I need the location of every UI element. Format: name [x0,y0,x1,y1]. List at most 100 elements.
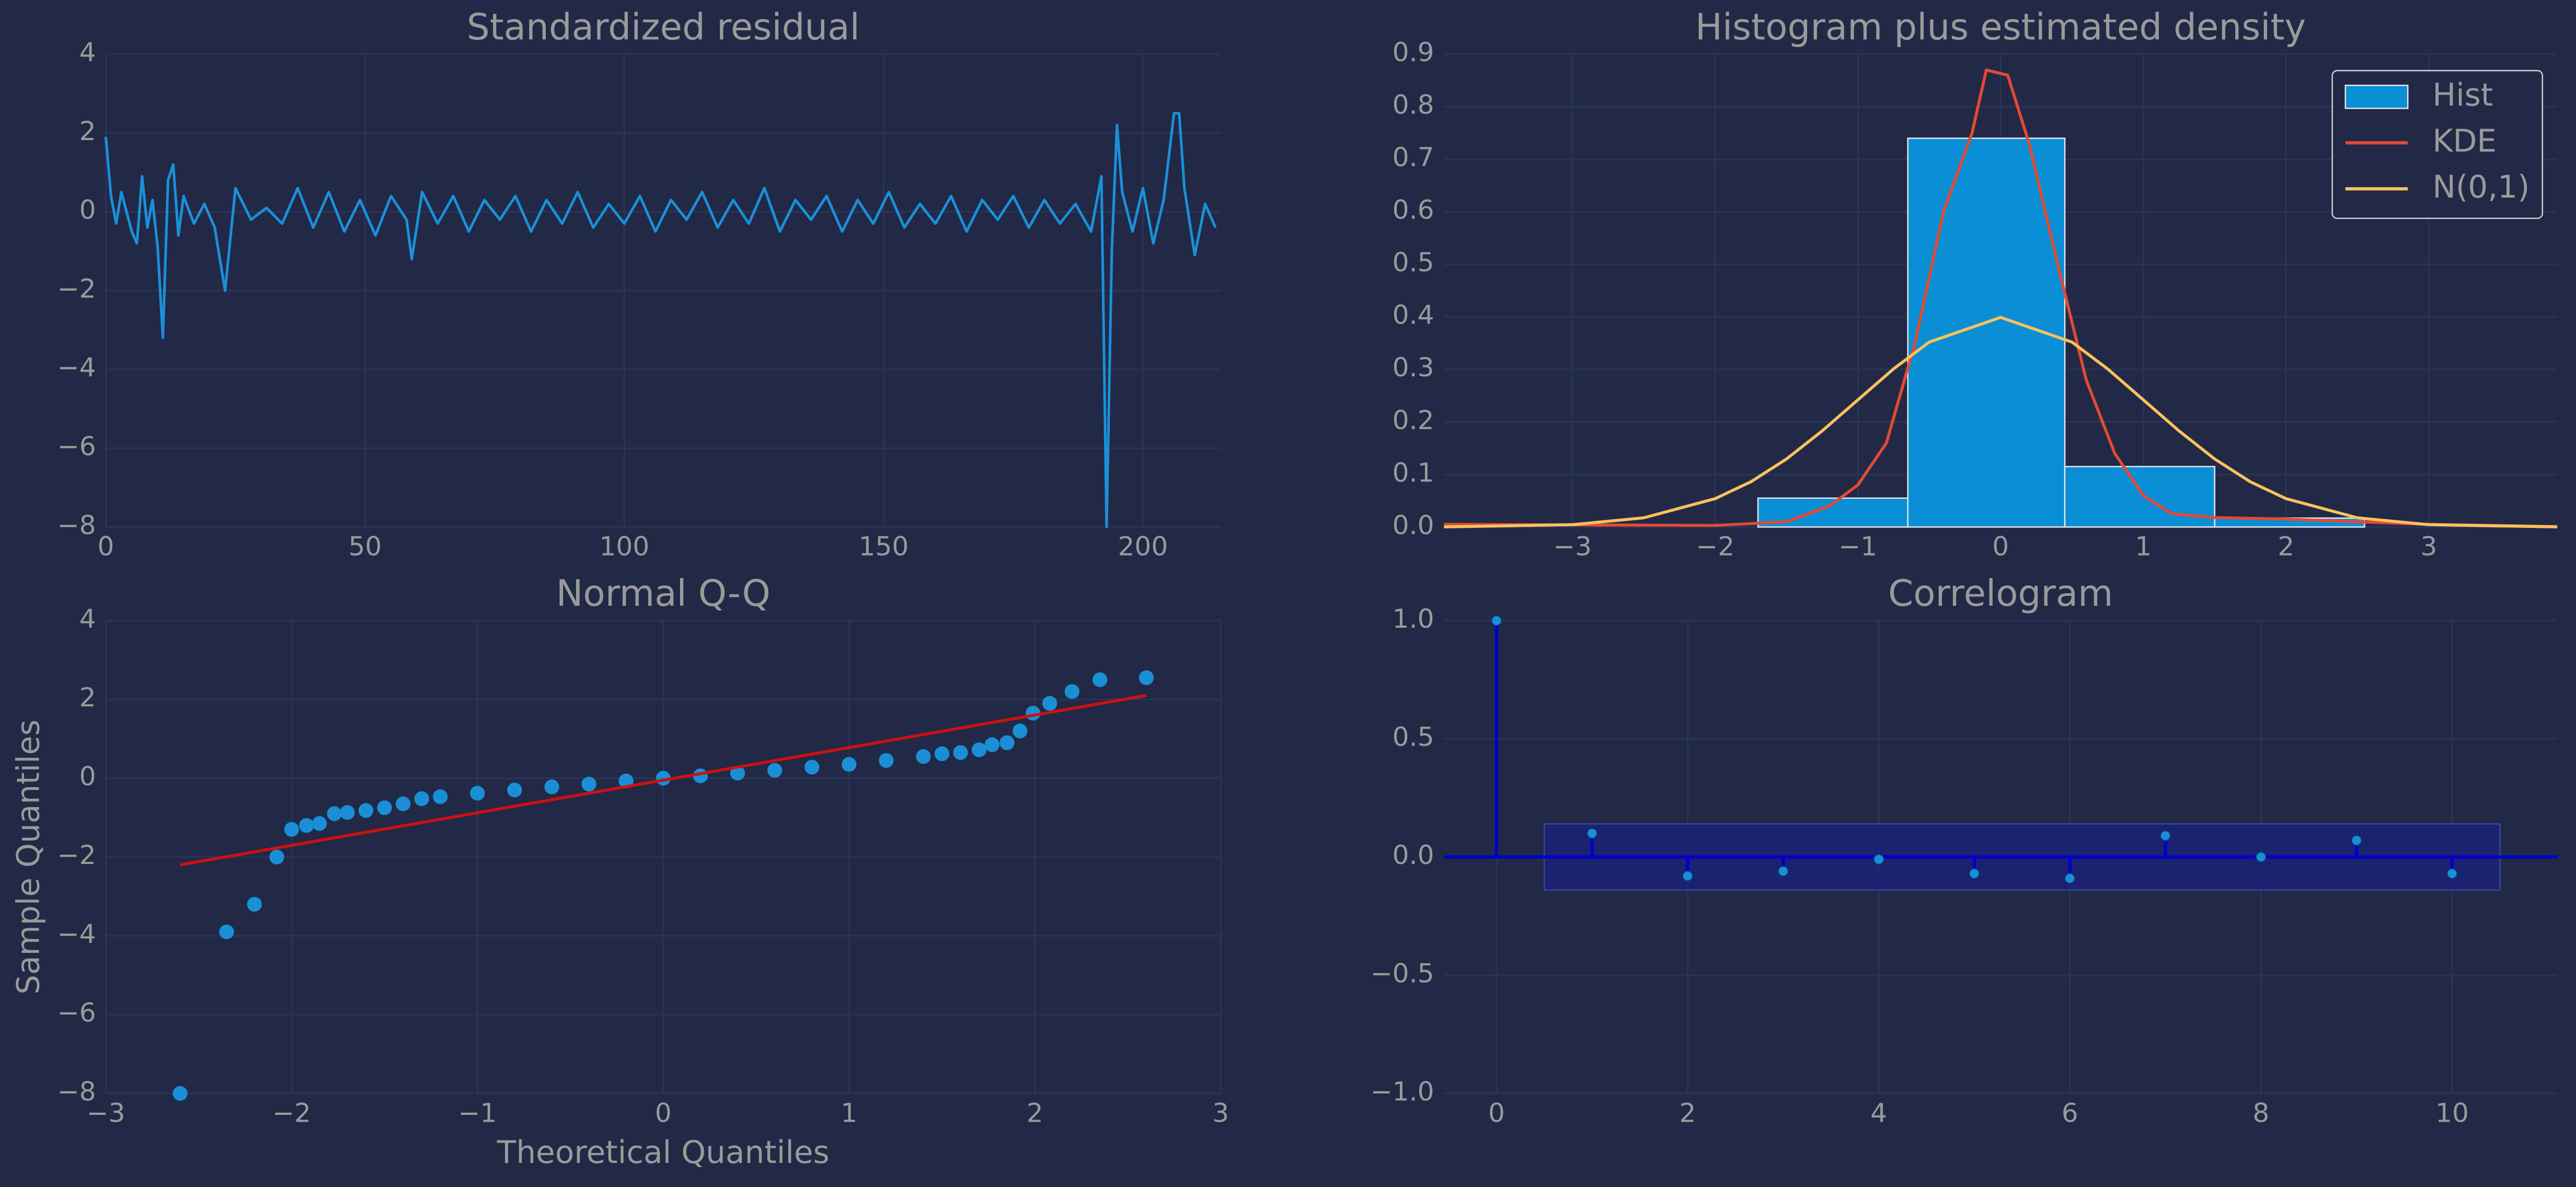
qq-point [327,806,342,821]
density-line [1444,68,2558,528]
y-tick-label: −2 [57,839,96,870]
x-tick-label: 200 [1118,531,1168,562]
qq-point [269,849,284,865]
y-tick-label: 4 [79,603,96,634]
stem-marker [1491,615,1502,626]
panel: Correlogram 0 2 4 6 8 10 −1.0 −0.5 0.0 0.5 1.0 [1371,573,2558,1128]
y-tick-label: 0.4 [1393,299,1434,330]
x-tick-label: 1 [841,1097,857,1128]
legend-label: Hist [2432,77,2493,113]
chart-title: Normal Q-Q [556,573,770,615]
chart-title: Histogram plus estimated density [1695,7,2306,49]
qq-point [953,745,968,760]
qq-point [999,735,1015,751]
qq-point [299,818,314,833]
y-tick-label: 0.5 [1393,721,1434,752]
qq-point [172,1086,188,1101]
stem-marker [2446,868,2458,879]
y-tick-label: 0.6 [1393,194,1434,225]
stem-marker [2351,835,2362,846]
x-tick-label: 10 [2435,1097,2469,1128]
qq-point [984,737,1000,752]
stem-marker [1969,868,1980,879]
qq-point [1042,696,1057,711]
y-tick-label: 0.3 [1393,352,1434,383]
stem-marker [1873,854,1884,865]
x-tick-label: 150 [858,531,908,562]
y-tick-label: −8 [57,1076,96,1107]
y-tick-label: 0.5 [1393,247,1434,278]
y-tick-label: 4 [79,37,96,67]
x-tick-label: 6 [2062,1097,2078,1128]
qq-point [433,789,448,804]
y-tick-label: 0.0 [1393,510,1434,540]
qq-point [730,765,745,781]
qq-point [312,816,327,831]
qq-point [1013,723,1028,739]
y-tick-label: 0.9 [1393,37,1434,67]
qq-point [396,796,411,812]
qq-point [879,753,894,768]
qq-point [507,782,522,798]
y-tick-label: 0 [79,760,96,791]
qq-point [1138,670,1154,685]
x-tick-label: 50 [348,531,382,562]
y-tick-label: −0.5 [1371,958,1434,988]
y-tick-label: 1.0 [1393,603,1434,634]
x-tick-label: 8 [2252,1097,2269,1128]
y-tick-label: −2 [57,273,96,304]
stem-marker [1777,866,1789,877]
x-tick-label: 0 [655,1097,672,1128]
panel: Histogram plus estimated density −3 −2 −1 0 1… [1393,7,2558,562]
y-tick-label: 0 [79,194,96,225]
x-tick-label: −2 [1696,531,1734,562]
y-axis-label: Sample Quantiles [11,720,47,995]
x-tick-label: 100 [599,531,649,562]
y-tick-label: 2 [79,682,96,713]
legend: Hist KDE N(0,1) [2331,70,2544,220]
x-tick-label: 3 [2420,531,2437,562]
legend-label: N(0,1) [2432,169,2529,205]
qq-point [544,779,559,794]
x-tick-label: 0 [1992,531,2009,562]
x-tick-label: 4 [1870,1097,1887,1128]
panel: Standardized residual 0 50 100 150 200 −8 −6 −4 −… [57,7,1221,562]
stem-marker [1586,828,1598,839]
y-tick-label: 2 [79,116,96,146]
x-tick-label: −3 [86,1097,125,1128]
y-tick-label: 0.2 [1393,405,1434,435]
density-line [1444,316,2558,528]
hist-bar [1907,137,2066,528]
x-tick-label: −1 [458,1097,497,1128]
qq-point [219,924,234,940]
qq-point [414,791,429,806]
x-tick-label: 3 [1212,1097,1229,1128]
qq-point [247,896,262,912]
y-tick-label: −4 [57,918,96,949]
stem-marker [1682,870,1693,882]
y-tick-label: −6 [57,431,96,462]
x-tick-label: 0 [1488,1097,1505,1128]
x-tick-label: 1 [2135,531,2152,562]
qq-point [284,822,300,837]
y-tick-label: 0.0 [1393,839,1434,870]
x-tick-label: −3 [1553,531,1592,562]
y-tick-label: −8 [57,510,96,540]
y-tick-label: 0.1 [1393,457,1434,488]
qq-point [842,757,857,772]
series-line [104,112,1217,528]
x-tick-label: 2 [1027,1097,1043,1128]
qq-point [916,749,931,764]
stem-marker [2160,830,2171,842]
qq-point [971,742,987,757]
qq-point [767,763,783,778]
qq-point [934,746,950,762]
y-tick-label: −4 [57,352,96,383]
stem-marker [2256,851,2267,863]
reference-line [180,694,1147,867]
stem-marker [2064,872,2076,884]
y-tick-label: 0.7 [1393,142,1434,172]
chart-title: Standardized residual [467,7,860,49]
